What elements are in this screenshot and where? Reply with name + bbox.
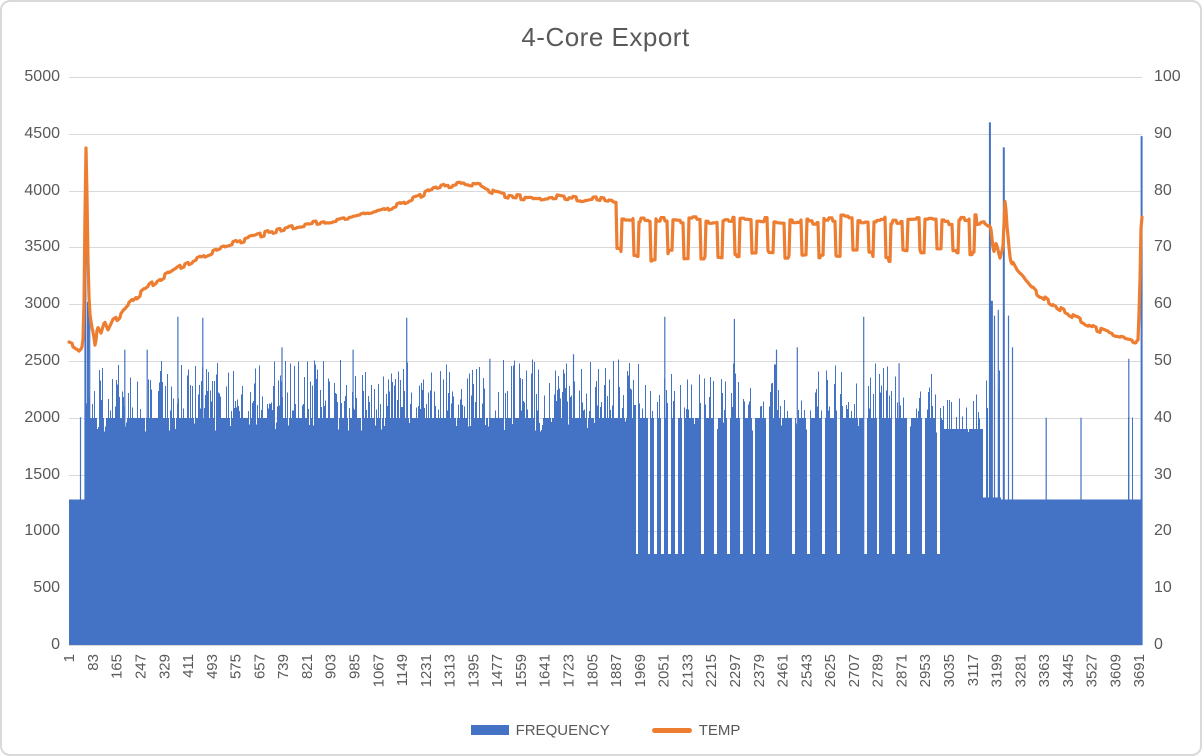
x-tick-label: 3281 xyxy=(1012,654,1029,687)
legend-item-temp[interactable]: TEMP xyxy=(651,721,741,739)
x-tick-label: 2543 xyxy=(798,654,815,687)
temp-swatch xyxy=(651,727,692,733)
x-tick-label: 1231 xyxy=(418,654,435,687)
x-tick-label: 3609 xyxy=(1108,654,1125,687)
legend: FREQUENCY TEMP xyxy=(69,714,1142,746)
x-tick-label: 2707 xyxy=(846,654,863,687)
legend-item-frequency[interactable]: FREQUENCY xyxy=(470,721,610,739)
x-tick-label: 1313 xyxy=(442,654,459,687)
temp-line[interactable] xyxy=(67,146,1144,353)
frequency-tall-spikes xyxy=(84,122,1143,645)
x-tick-label: 2379 xyxy=(751,654,768,687)
x-tick-label: 575 xyxy=(228,654,245,679)
frequency-swatch xyxy=(470,725,509,735)
x-tick-label: 83 xyxy=(85,654,102,671)
x-tick-label: 739 xyxy=(275,654,292,679)
legend-label-frequency: FREQUENCY xyxy=(515,721,610,739)
legend-label-temp: TEMP xyxy=(698,721,741,739)
x-tick-label: 1641 xyxy=(537,654,554,687)
frequency-bars[interactable] xyxy=(69,359,1142,645)
x-tick-label: 1149 xyxy=(394,654,411,686)
x-tick-label: 2051 xyxy=(656,654,673,687)
x-tick-label: 2953 xyxy=(917,654,934,687)
x-tick-label: 329 xyxy=(156,654,173,679)
x-tick-label: 411 xyxy=(180,654,197,678)
x-tick-label: 1723 xyxy=(561,654,578,687)
x-tick-label: 3445 xyxy=(1060,654,1077,687)
x-tick-label: 3035 xyxy=(941,654,958,687)
x-tick-label: 1969 xyxy=(632,654,649,687)
x-tick-label: 2297 xyxy=(727,654,744,687)
x-tick-label: 1395 xyxy=(465,654,482,687)
x-tick-label: 2789 xyxy=(870,654,887,687)
x-tick-label: 3199 xyxy=(989,654,1006,687)
x-tick-label: 1 xyxy=(61,654,78,662)
x-tick-label: 3527 xyxy=(1084,654,1101,687)
x-tick-label: 3363 xyxy=(1036,654,1053,687)
chart-title[interactable]: 4-Core Export xyxy=(521,22,690,52)
frequency-spikes xyxy=(79,309,1130,645)
x-tick-label: 1805 xyxy=(584,654,601,687)
x-tick-label: 2625 xyxy=(822,654,839,687)
x-tick-label: 493 xyxy=(204,654,221,679)
x-tick-label: 3117 xyxy=(965,654,982,686)
x-tick-label: 903 xyxy=(323,654,340,679)
x-tick-label: 821 xyxy=(299,654,316,679)
x-tick-label: 2215 xyxy=(703,654,720,687)
x-tick-label: 1067 xyxy=(370,654,387,687)
x-tick-label: 985 xyxy=(347,654,364,679)
x-tick-label: 1887 xyxy=(608,654,625,687)
x-tick-label: 2871 xyxy=(893,654,910,687)
x-tick-label: 247 xyxy=(133,654,150,679)
x-tick-label: 2461 xyxy=(775,654,792,687)
x-tick-label: 657 xyxy=(251,654,268,679)
x-tick-label: 3691 xyxy=(1131,654,1148,687)
x-tick-label: 165 xyxy=(109,654,126,679)
x-tick-label: 1559 xyxy=(513,654,530,687)
x-tick-label: 2133 xyxy=(679,654,696,687)
x-tick-label: 1477 xyxy=(489,654,506,687)
